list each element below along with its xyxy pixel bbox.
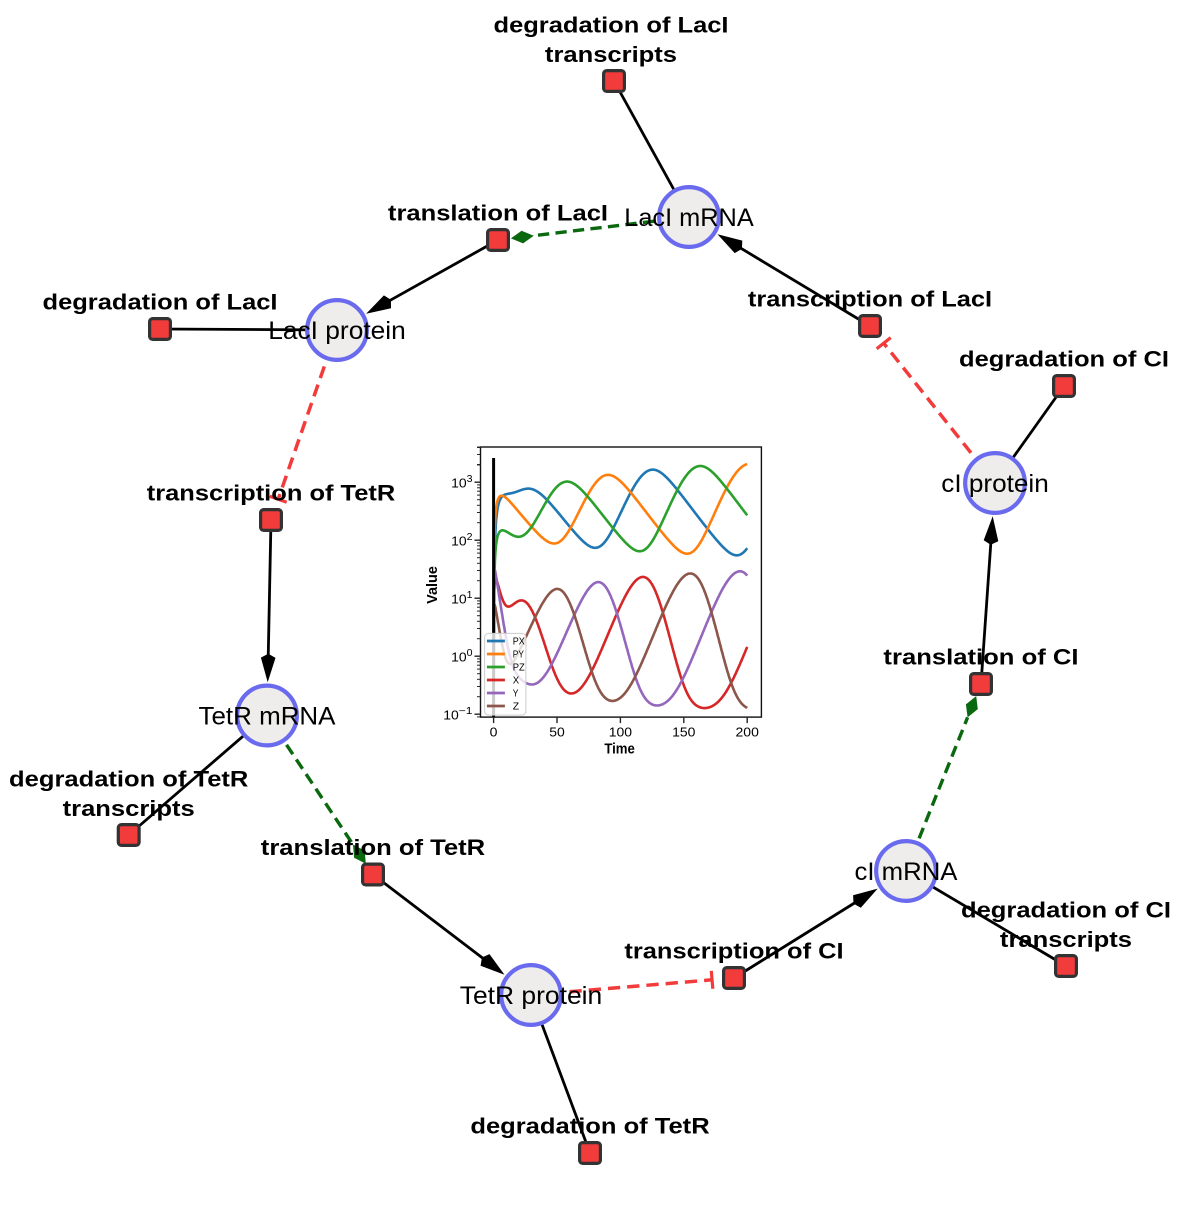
svg-text:degradation of LacI: degradation of LacI bbox=[494, 12, 729, 37]
svg-text:PX: PX bbox=[513, 636, 525, 647]
svg-text:3: 3 bbox=[467, 474, 473, 485]
svg-text:50: 50 bbox=[549, 725, 565, 740]
svg-text:0: 0 bbox=[467, 648, 473, 659]
svg-text:cI protein: cI protein bbox=[941, 470, 1049, 498]
svg-text:200: 200 bbox=[736, 725, 759, 740]
svg-text:degradation of TetR: degradation of TetR bbox=[470, 1114, 709, 1139]
svg-text:X: X bbox=[513, 675, 520, 686]
svg-text:translation of TetR: translation of TetR bbox=[261, 835, 485, 860]
svg-text:translation of LacI: translation of LacI bbox=[388, 201, 608, 226]
svg-text:Z: Z bbox=[513, 701, 519, 712]
svg-text:degradation of CI: degradation of CI bbox=[961, 897, 1171, 922]
svg-text:−1: −1 bbox=[459, 706, 473, 717]
svg-text:transcripts: transcripts bbox=[545, 42, 677, 67]
svg-text:150: 150 bbox=[672, 725, 695, 740]
svg-text:transcripts: transcripts bbox=[63, 796, 195, 821]
svg-text:LacI mRNA: LacI mRNA bbox=[624, 204, 754, 232]
svg-text:PZ: PZ bbox=[513, 662, 525, 673]
svg-text:degradation of CI: degradation of CI bbox=[959, 347, 1169, 372]
svg-text:Y: Y bbox=[513, 688, 519, 699]
svg-text:10: 10 bbox=[443, 708, 459, 723]
svg-text:transcription of CI: transcription of CI bbox=[624, 939, 843, 964]
svg-text:cI mRNA: cI mRNA bbox=[855, 858, 958, 886]
svg-text:10: 10 bbox=[451, 592, 467, 607]
svg-text:TetR mRNA: TetR mRNA bbox=[199, 702, 336, 730]
svg-text:degradation of TetR: degradation of TetR bbox=[9, 766, 248, 791]
svg-text:10: 10 bbox=[451, 650, 467, 665]
svg-text:Value: Value bbox=[425, 566, 441, 604]
svg-text:LacI protein: LacI protein bbox=[268, 317, 406, 345]
svg-text:10: 10 bbox=[451, 476, 467, 491]
svg-text:PY: PY bbox=[513, 649, 524, 660]
svg-text:transcripts: transcripts bbox=[1000, 927, 1132, 952]
svg-text:2: 2 bbox=[467, 532, 473, 543]
svg-text:Time: Time bbox=[604, 741, 635, 757]
svg-text:0: 0 bbox=[490, 725, 498, 740]
svg-text:10: 10 bbox=[451, 534, 467, 549]
svg-text:translation of CI: translation of CI bbox=[883, 645, 1078, 670]
svg-text:transcription of LacI: transcription of LacI bbox=[748, 287, 992, 312]
svg-text:1: 1 bbox=[467, 590, 473, 601]
svg-text:TetR protein: TetR protein bbox=[460, 982, 603, 1010]
svg-text:transcription of TetR: transcription of TetR bbox=[147, 481, 396, 506]
svg-text:100: 100 bbox=[609, 725, 632, 740]
svg-text:degradation of LacI: degradation of LacI bbox=[43, 290, 278, 315]
